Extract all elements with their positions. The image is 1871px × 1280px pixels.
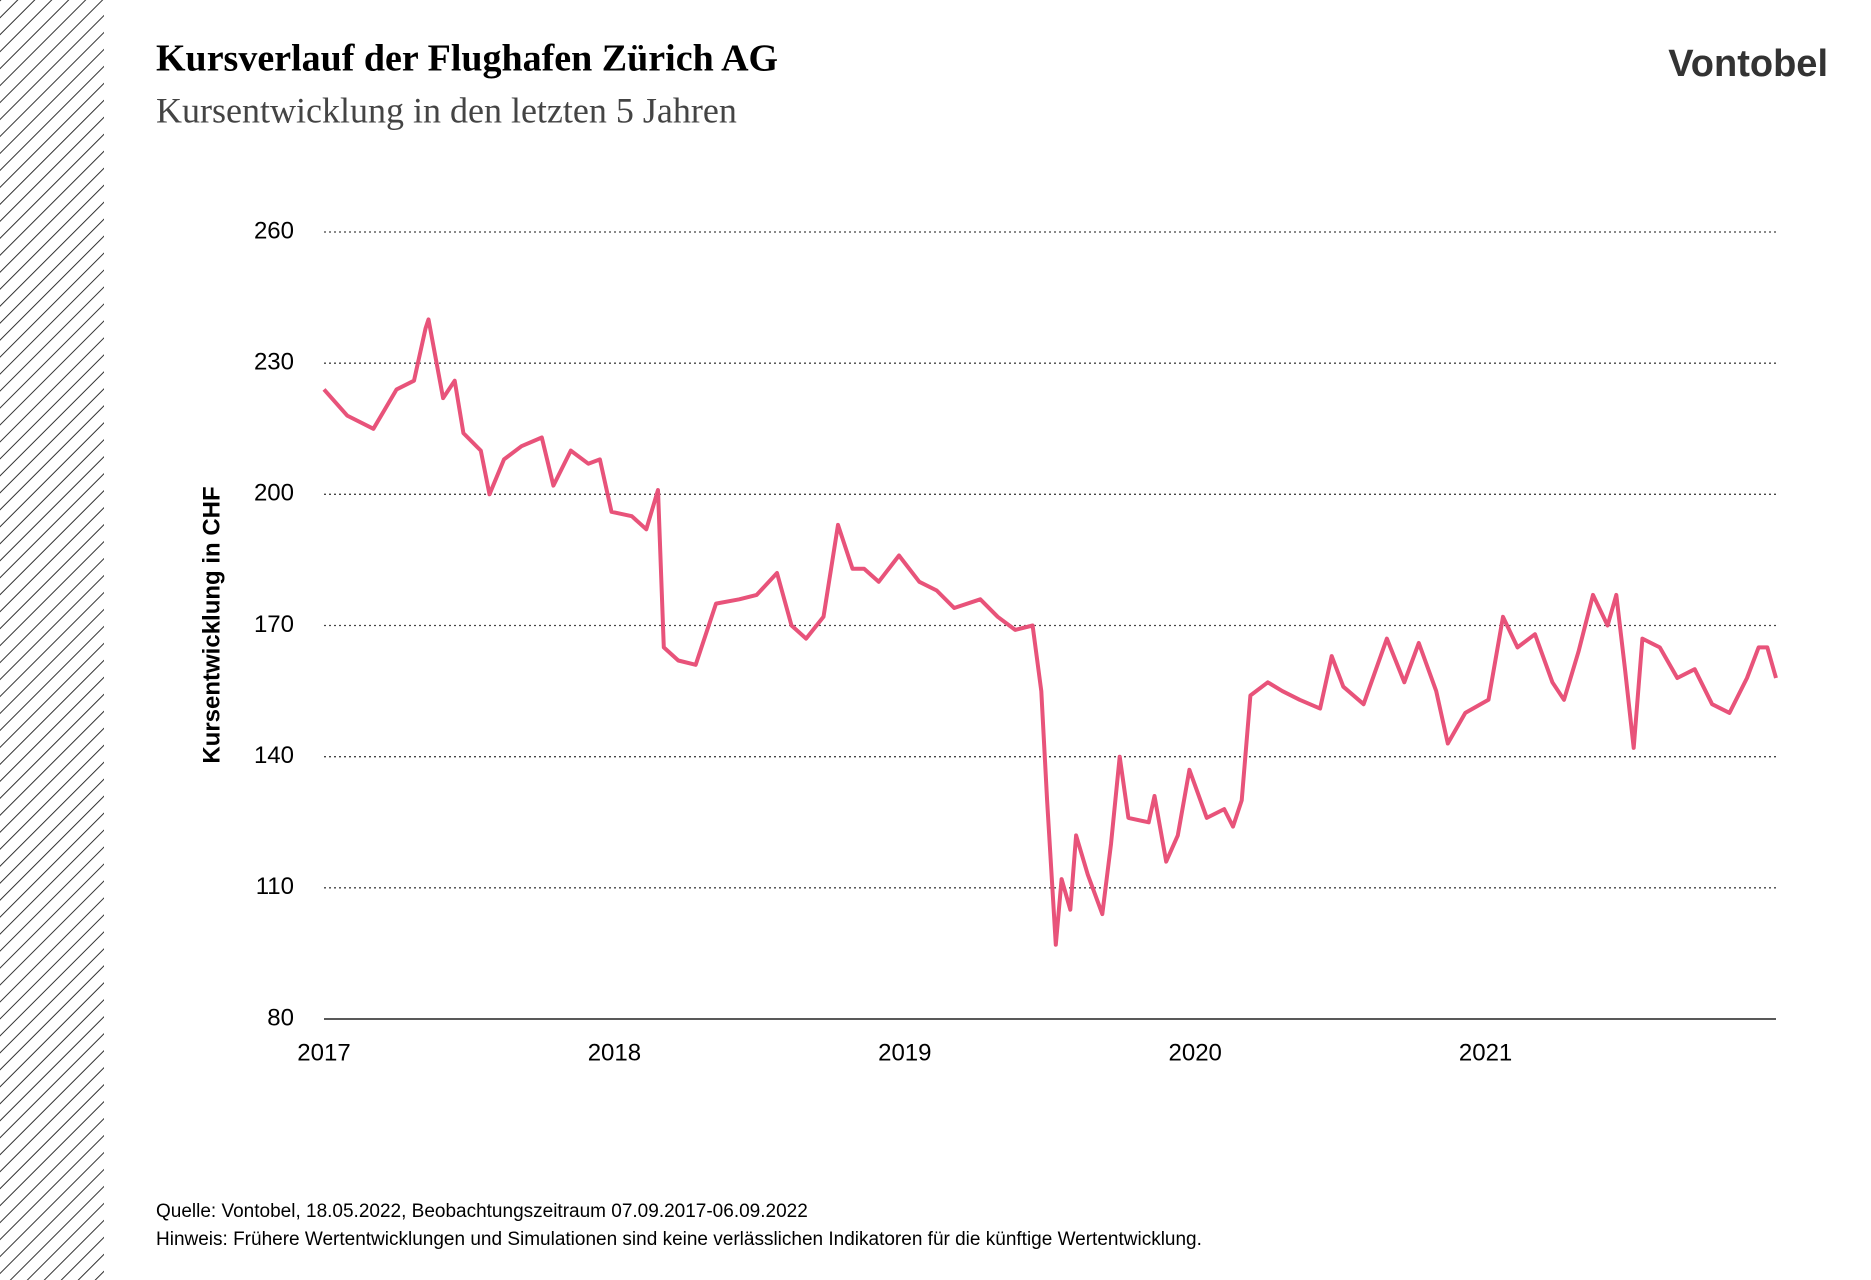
footnote: Quelle: Vontobel, 18.05.2022, Beobachtun…	[156, 1201, 808, 1222]
hatch-band	[0, 0, 104, 1280]
y-tick-label: 200	[254, 480, 294, 507]
y-tick-label: 80	[267, 1004, 294, 1031]
chart-title: Kursverlauf der Flughafen Zürich AG	[156, 38, 778, 80]
y-tick-label: 110	[256, 873, 294, 900]
price-line	[322, 317, 1778, 947]
brand-logo: Vontobel	[1668, 43, 1828, 85]
x-tick-label: 2019	[878, 1039, 931, 1066]
x-tick-label: 2020	[1169, 1039, 1222, 1066]
chart-subtitle: Kursentwicklung in den letzten 5 Jahren	[156, 90, 737, 130]
y-tick-label: 260	[254, 217, 294, 244]
footnote: Hinweis: Frühere Wertentwicklungen und S…	[156, 1229, 1202, 1250]
y-tick-label: 140	[254, 742, 294, 769]
x-tick-label: 2021	[1459, 1039, 1512, 1066]
y-axis-title: Kursentwicklung in CHF	[198, 486, 225, 763]
y-tick-label: 170	[254, 611, 294, 638]
y-tick-label: 230	[254, 349, 294, 376]
x-tick-label: 2018	[588, 1039, 641, 1066]
x-tick-label: 2017	[297, 1039, 350, 1066]
